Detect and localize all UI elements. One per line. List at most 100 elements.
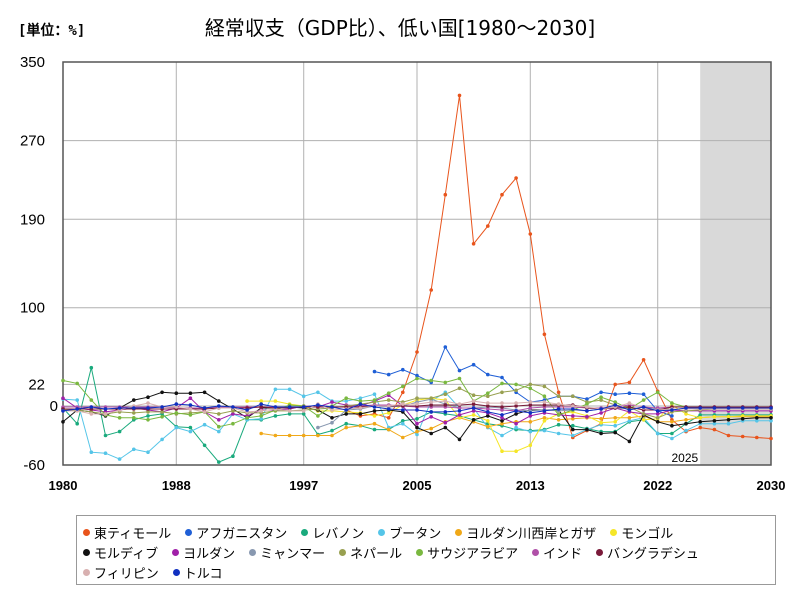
legend-label: モンゴル: [621, 526, 674, 542]
data-point: [443, 425, 448, 430]
data-point: [386, 391, 391, 396]
data-point: [231, 405, 235, 409]
data-point: [146, 395, 150, 400]
x-tick-label: 1980: [49, 478, 78, 493]
data-point: [330, 420, 334, 425]
data-point: [188, 413, 193, 417]
data-point: [401, 367, 405, 372]
data-point: [457, 386, 462, 391]
data-point: [330, 428, 334, 433]
data-point: [174, 402, 179, 406]
data-point: [641, 405, 646, 409]
data-point: [401, 390, 405, 395]
x-tick-label: 2030: [757, 478, 786, 493]
legend-item: レバノン: [301, 522, 364, 542]
data-point: [344, 421, 349, 426]
data-point: [415, 421, 419, 426]
legend-marker-icon: [301, 528, 309, 536]
data-point: [415, 350, 419, 354]
data-point: [655, 420, 660, 424]
legend-marker-icon: [185, 528, 193, 536]
data-point: [415, 373, 419, 378]
data-point: [259, 409, 264, 413]
plot-frame: [62, 61, 772, 466]
data-point: [571, 414, 575, 418]
data-point: [613, 382, 617, 387]
data-point: [556, 431, 561, 436]
data-point: [146, 410, 150, 414]
legend-item: ネパール: [339, 542, 402, 562]
data-point: [358, 423, 363, 428]
data-point: [486, 391, 490, 396]
data-point: [542, 419, 547, 423]
data-point: [500, 416, 504, 420]
data-point: [146, 406, 150, 410]
data-point: [712, 427, 717, 432]
data-point: [599, 398, 603, 402]
data-point: [245, 416, 249, 420]
legend-marker-icon: [532, 548, 540, 556]
data-point: [344, 396, 349, 401]
legend-marker-icon: [83, 528, 90, 536]
data-point: [571, 407, 575, 411]
data-point: [514, 449, 518, 454]
data-point: [372, 398, 377, 402]
data-point: [528, 232, 533, 236]
data-point: [542, 394, 547, 399]
data-point: [599, 395, 603, 400]
data-point: [61, 378, 65, 383]
x-tick-label: 2022: [643, 478, 672, 493]
y-tick-label: 270: [20, 133, 45, 150]
data-point: [301, 409, 306, 413]
data-point: [231, 409, 235, 413]
data-point: [259, 417, 264, 421]
data-point: [301, 412, 306, 416]
data-point: [457, 406, 462, 410]
data-point: [613, 420, 617, 424]
data-point: [585, 427, 589, 432]
data-point: [471, 362, 476, 367]
data-point: [372, 427, 377, 432]
data-point: [542, 400, 547, 404]
legend-marker-icon: [416, 548, 424, 556]
data-point: [330, 433, 334, 438]
data-point: [599, 390, 603, 395]
data-point: [514, 382, 518, 387]
y-tick-label: -60: [23, 457, 45, 474]
data-point: [613, 403, 617, 407]
legend-marker-icon: [378, 528, 386, 536]
data-point: [641, 358, 646, 362]
data-point: [528, 420, 533, 424]
data-point: [415, 408, 419, 412]
data-point: [769, 416, 773, 420]
data-point: [486, 404, 490, 408]
data-point: [514, 404, 518, 408]
data-point: [755, 435, 759, 440]
data-point: [599, 417, 603, 421]
data-point: [75, 407, 79, 411]
data-point: [740, 406, 745, 410]
data-point: [670, 408, 674, 412]
data-point: [386, 398, 391, 402]
data-point: [217, 418, 221, 422]
data-point: [401, 384, 405, 389]
axis-labels: 350 270 190 100 22 0 -60 1980 1988 1997 2005 2013 20…: [20, 54, 785, 493]
data-point: [160, 405, 164, 409]
legend-item: フィリピン: [83, 562, 159, 582]
data-point: [202, 390, 207, 395]
data-point: [712, 415, 717, 419]
data-point: [358, 396, 363, 401]
data-point: [471, 402, 476, 406]
data-point: [655, 431, 660, 436]
legend-item: モルディブ: [83, 542, 158, 562]
data-point: [571, 427, 575, 432]
data-point: [514, 388, 518, 393]
data-point: [372, 392, 377, 397]
data-point: [316, 414, 320, 418]
legend-marker-icon: [249, 548, 257, 556]
data-point: [259, 405, 264, 409]
data-point: [670, 423, 674, 428]
data-point: [372, 414, 377, 418]
data-point: [429, 288, 434, 292]
data-point: [769, 419, 773, 423]
